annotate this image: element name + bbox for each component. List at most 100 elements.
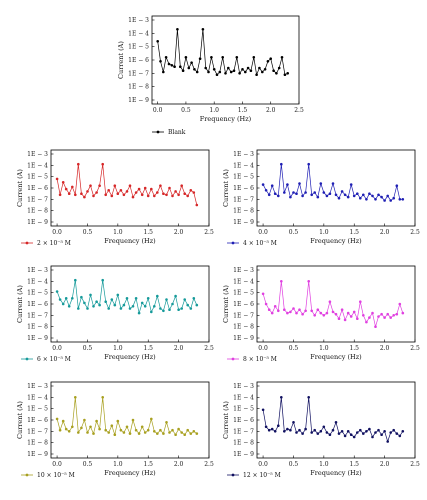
data-point — [146, 428, 150, 432]
data-point — [277, 194, 280, 198]
chart-panel-6: 1E − 3 1E − 4 1E − 5 1E − 6 1E − 7 1E − 8 1E −… — [222, 381, 420, 479]
data-point — [277, 424, 280, 428]
data-point — [380, 195, 383, 199]
y-tick-label: 1E − 9 — [233, 219, 254, 226]
data-point — [162, 192, 165, 195]
data-point — [177, 308, 180, 312]
plot-frame — [50, 149, 210, 227]
data-point — [392, 314, 396, 317]
y-tick-label: 1E − 5 — [233, 290, 254, 297]
y-tick-label: 1E − 7 — [233, 196, 254, 203]
data-point — [292, 307, 295, 310]
data-point — [349, 183, 353, 186]
data-point — [362, 314, 365, 317]
y-tick-label: 1E − 4 — [128, 30, 149, 37]
data-point — [221, 56, 224, 59]
data-point — [224, 72, 227, 75]
data-point — [398, 198, 402, 201]
data-point — [316, 432, 320, 435]
data-point — [304, 427, 307, 431]
y-axis-label: Current (A) — [222, 401, 230, 439]
data-point — [134, 428, 138, 432]
x-tick-label: 0.0 — [153, 107, 163, 114]
plot-frame — [256, 381, 416, 459]
data-point — [58, 298, 62, 301]
data-point — [210, 56, 213, 59]
data-point — [198, 57, 202, 60]
data-point — [146, 194, 150, 198]
data-point — [401, 311, 405, 315]
data-point — [189, 307, 193, 310]
y-axis-label: Current (A) — [16, 401, 24, 439]
y-tick-label: 1E − 6 — [233, 417, 254, 424]
data-point — [74, 278, 77, 282]
data-point — [134, 297, 138, 300]
data-point — [215, 73, 219, 76]
legend-label: 2 × 10⁻⁵ M — [37, 240, 71, 247]
series-line — [56, 164, 198, 206]
data-point — [386, 440, 390, 443]
data-point — [340, 308, 344, 312]
data-point — [95, 300, 98, 304]
data-point — [331, 182, 335, 185]
data-point — [162, 309, 165, 313]
x-tick-label: 2.5 — [410, 345, 420, 352]
y-tick-label: 1E − 4 — [27, 278, 48, 285]
data-point — [401, 198, 405, 201]
data-point — [383, 316, 386, 319]
data-point — [159, 428, 162, 432]
data-point — [304, 309, 307, 313]
x-tick-label: 0.5 — [181, 107, 191, 114]
data-point — [286, 72, 290, 75]
x-tick-label: 1.0 — [319, 345, 329, 352]
y-tick-label: 1E − 8 — [27, 440, 48, 447]
data-point — [273, 430, 277, 433]
x-axis-label: Frequency (Hz) — [104, 469, 156, 477]
data-point — [113, 303, 117, 307]
legend: 2 × 10⁻⁵ M — [21, 240, 71, 247]
data-point — [389, 431, 393, 434]
data-point — [328, 300, 332, 304]
data-point — [119, 189, 123, 192]
data-point — [101, 278, 104, 282]
data-point — [183, 433, 186, 437]
data-point — [192, 430, 196, 433]
x-tick-label: 0.5 — [289, 461, 299, 468]
chart-panel-1: 1E − 3 1E − 4 1E − 5 1E − 6 1E − 7 1E − 8 1E −… — [16, 149, 214, 247]
data-point — [116, 293, 120, 297]
legend-label: 10 × 10⁻⁵ M — [37, 472, 75, 479]
data-point — [359, 428, 362, 432]
data-point — [168, 431, 171, 434]
data-point — [337, 196, 341, 200]
data-point — [156, 294, 159, 298]
data-point — [368, 316, 371, 319]
chart-panel-4: 1E − 3 1E − 4 1E − 5 1E − 6 1E − 7 1E − 8 1E −… — [222, 265, 420, 363]
x-tick-label: 2.0 — [174, 345, 184, 352]
data-point — [165, 298, 168, 301]
data-point — [95, 419, 98, 423]
data-point — [352, 310, 356, 314]
data-point — [238, 72, 241, 75]
data-point — [313, 428, 317, 432]
data-point — [325, 311, 329, 315]
data-point — [95, 191, 98, 194]
y-tick-label: 1E − 5 — [233, 174, 254, 181]
y-tick-label: 1E − 3 — [27, 267, 48, 274]
data-point — [192, 191, 196, 194]
x-tick-label: 0.5 — [289, 345, 299, 352]
data-point — [186, 194, 189, 198]
data-point — [371, 311, 374, 315]
x-tick-label: 0.0 — [258, 345, 268, 352]
data-point — [67, 430, 71, 433]
y-tick-label: 1E − 7 — [27, 428, 48, 435]
data-point — [395, 312, 399, 316]
data-point — [255, 73, 258, 76]
y-tick-label: 1E − 8 — [27, 208, 48, 215]
data-point — [180, 307, 183, 310]
y-tick-label: 1E − 8 — [128, 84, 149, 91]
data-point — [319, 311, 323, 315]
data-point — [289, 310, 292, 314]
data-point — [176, 28, 179, 31]
data-point — [319, 182, 323, 185]
data-point — [77, 307, 80, 310]
